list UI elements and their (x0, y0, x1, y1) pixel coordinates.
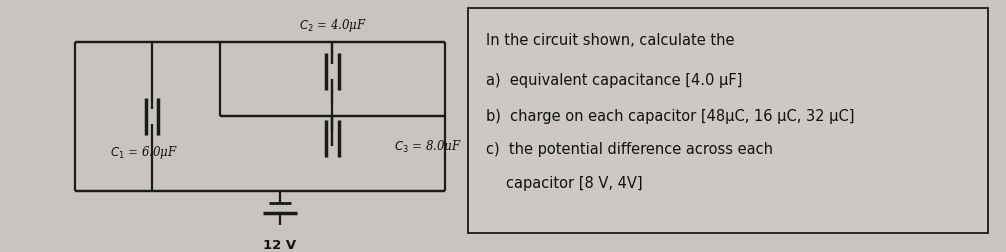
Text: 12 V: 12 V (264, 239, 297, 252)
Text: $C_1$ = 6.0μF: $C_1$ = 6.0μF (110, 144, 178, 161)
Text: b)  charge on each capacitor [48μC, 16 μC, 32 μC]: b) charge on each capacitor [48μC, 16 μC… (486, 109, 854, 124)
Bar (468, 8, 988, 233)
Text: $C_2$ = 4.0μF: $C_2$ = 4.0μF (299, 17, 366, 34)
Text: a)  equivalent capacitance [4.0 μF]: a) equivalent capacitance [4.0 μF] (486, 73, 742, 88)
Text: $C_3$ = 8.0μF: $C_3$ = 8.0μF (394, 138, 463, 154)
Text: c)  the potential difference across each: c) the potential difference across each (486, 142, 773, 157)
Text: In the circuit shown, calculate the: In the circuit shown, calculate the (486, 33, 734, 48)
Text: capacitor [8 V, 4V]: capacitor [8 V, 4V] (506, 176, 643, 191)
